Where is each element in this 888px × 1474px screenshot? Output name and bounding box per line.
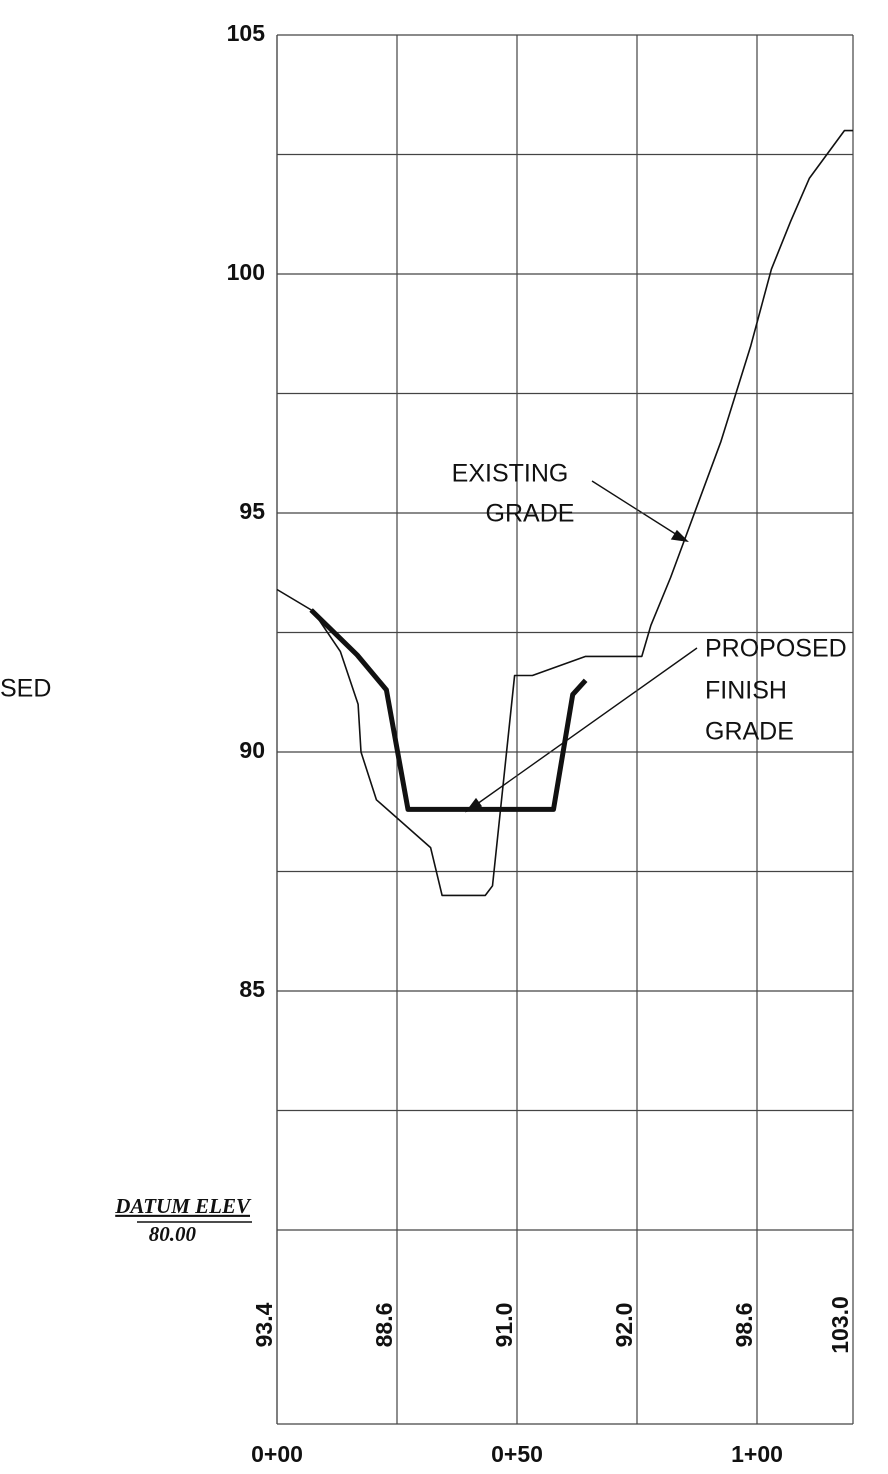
arrow-proposed xyxy=(469,647,698,810)
elevation-label: 92.0 xyxy=(611,1303,637,1348)
arrowhead xyxy=(670,529,689,542)
arrows xyxy=(465,480,698,813)
y-tick-label: 85 xyxy=(239,976,265,1002)
elevation-label: 93.4 xyxy=(251,1302,277,1347)
y-tick-label: 95 xyxy=(239,498,265,524)
datum-label: DATUM ELEV xyxy=(114,1194,252,1218)
arrow-existing xyxy=(591,480,686,541)
proposed-grade-line xyxy=(309,608,588,812)
y-tick-label: 90 xyxy=(239,737,265,763)
elevation-label: 88.6 xyxy=(371,1303,397,1348)
x-tick-label: 0+00 xyxy=(251,1441,303,1467)
x-tick-label: 1+00 xyxy=(731,1441,783,1467)
annotation: PROPOSED xyxy=(705,635,847,663)
existing-grade-line xyxy=(276,129,853,897)
annotation: GRADE xyxy=(486,500,575,528)
elevation-label: 98.6 xyxy=(731,1303,757,1348)
y-tick-label: 105 xyxy=(227,20,266,46)
x-tick-label: 0+50 xyxy=(491,1441,543,1467)
elevation-label: 91.0 xyxy=(491,1303,517,1348)
side-text: SED xyxy=(0,675,51,703)
y-tick-label: 100 xyxy=(227,259,265,285)
annotation: FINISH xyxy=(705,677,787,705)
annotation: EXISTING xyxy=(452,460,569,488)
elevation-label: 103.0 xyxy=(827,1296,853,1354)
datum-value: 80.00 xyxy=(149,1222,197,1246)
annotation: GRADE xyxy=(705,718,794,746)
